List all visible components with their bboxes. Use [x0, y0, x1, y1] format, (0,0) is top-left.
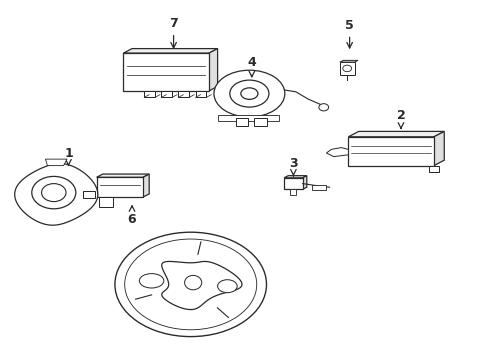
- Polygon shape: [178, 91, 189, 97]
- Polygon shape: [284, 178, 302, 189]
- Ellipse shape: [115, 232, 266, 337]
- Polygon shape: [209, 49, 217, 91]
- Polygon shape: [142, 174, 149, 197]
- Ellipse shape: [240, 88, 258, 99]
- Polygon shape: [254, 118, 266, 126]
- Circle shape: [41, 184, 66, 202]
- Polygon shape: [284, 176, 306, 178]
- Polygon shape: [99, 197, 112, 207]
- Polygon shape: [162, 261, 242, 310]
- Ellipse shape: [214, 70, 284, 117]
- Polygon shape: [235, 118, 247, 126]
- Polygon shape: [339, 60, 357, 62]
- Circle shape: [342, 65, 351, 72]
- Polygon shape: [123, 53, 209, 91]
- Ellipse shape: [139, 274, 163, 288]
- Polygon shape: [312, 185, 325, 190]
- Polygon shape: [302, 176, 306, 189]
- Polygon shape: [15, 163, 98, 225]
- Polygon shape: [96, 174, 149, 177]
- Ellipse shape: [217, 280, 237, 293]
- Text: 6: 6: [127, 206, 136, 226]
- Polygon shape: [428, 166, 438, 172]
- Polygon shape: [339, 62, 354, 75]
- Text: 1: 1: [64, 147, 73, 165]
- Text: 4: 4: [247, 57, 256, 77]
- Polygon shape: [433, 131, 444, 166]
- Polygon shape: [326, 148, 347, 157]
- Polygon shape: [217, 115, 278, 121]
- Text: 2: 2: [396, 109, 405, 128]
- Polygon shape: [161, 91, 172, 97]
- Polygon shape: [45, 159, 67, 166]
- Polygon shape: [96, 177, 142, 197]
- Polygon shape: [290, 189, 296, 195]
- Polygon shape: [195, 91, 206, 97]
- Polygon shape: [123, 49, 217, 53]
- Polygon shape: [144, 91, 155, 97]
- Ellipse shape: [124, 239, 256, 330]
- Text: 7: 7: [169, 17, 178, 48]
- Text: 5: 5: [345, 19, 353, 48]
- Ellipse shape: [184, 275, 201, 290]
- Polygon shape: [347, 137, 433, 166]
- Text: 3: 3: [288, 157, 297, 176]
- Circle shape: [318, 104, 328, 111]
- Circle shape: [32, 176, 76, 209]
- Polygon shape: [347, 131, 444, 137]
- Polygon shape: [83, 191, 95, 198]
- Ellipse shape: [229, 80, 268, 107]
